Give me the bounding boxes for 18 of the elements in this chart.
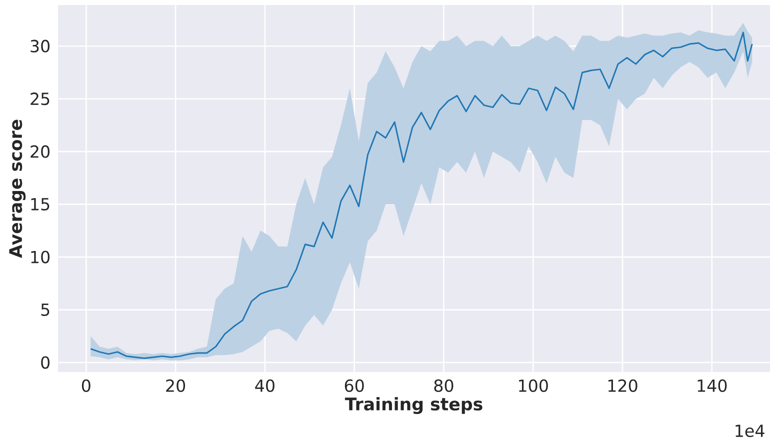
x-tick-label: 40 — [255, 380, 274, 392]
y-tick-label: 0 — [41, 356, 50, 370]
y-tick-label: 15 — [31, 198, 50, 211]
x-axis-title: Training steps — [344, 397, 482, 414]
y-tick-label: 20 — [30, 146, 50, 158]
x-tick-label: 80 — [434, 380, 454, 392]
text: 1e4 — [736, 424, 764, 438]
x-tick-label: 140 — [698, 380, 727, 392]
y-tick-label: 30 — [30, 40, 50, 53]
x-tick-label: 100 — [519, 380, 548, 392]
x-tick-label: 20 — [166, 380, 186, 392]
y-tick-label: 10 — [31, 250, 50, 264]
y-tick-label: 25 — [30, 92, 50, 106]
x-tick-label: 0 — [82, 380, 90, 392]
y-axis-title: Average score — [9, 120, 26, 258]
y-tick-label: 5 — [41, 304, 50, 316]
x-tick-label: 120 — [608, 380, 638, 392]
x-tick-label: 60 — [344, 380, 364, 392]
